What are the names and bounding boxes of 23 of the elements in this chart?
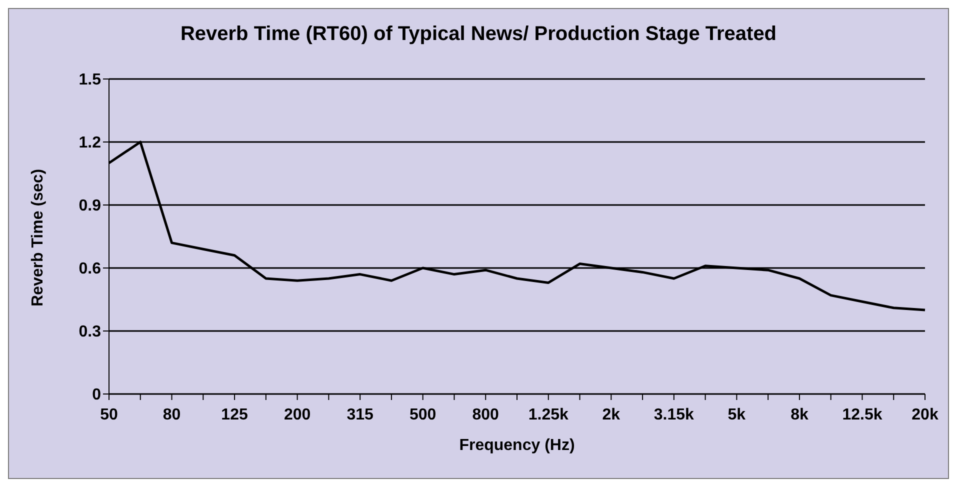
- y-tick-label: 1.5: [78, 72, 102, 89]
- x-tick-label: 8k: [790, 406, 808, 424]
- y-tick-label: 1.2: [78, 134, 102, 152]
- x-tick-label: 3.15k: [654, 406, 694, 424]
- x-tick-label: 12.5k: [842, 406, 882, 424]
- x-tick-label: 20k: [912, 406, 938, 424]
- y-tick-label: 0.3: [78, 324, 102, 341]
- x-tick-label: 315: [346, 406, 374, 424]
- y-tick-label: 0.9: [78, 198, 102, 215]
- y-tick-label: 0: [92, 386, 102, 404]
- x-tick-label: 200: [284, 406, 311, 424]
- y-tick-label: 0.6: [78, 260, 102, 278]
- y-axis-title: Reverb Time (sec): [30, 168, 47, 306]
- x-tick-label: 50: [100, 406, 118, 424]
- x-tick-label: 1.25k: [528, 406, 568, 424]
- x-axis-title: Frequency (Hz): [459, 437, 575, 454]
- x-tick-label: 5k: [728, 406, 746, 424]
- x-tick-label: 500: [409, 406, 436, 424]
- x-tick-label: 800: [472, 406, 500, 424]
- chart-title: Reverb Time (RT60) of Typical News/ Production Stage Treated: [179, 22, 778, 47]
- x-tick-label: 80: [162, 406, 181, 424]
- x-tick-label: 2k: [602, 406, 620, 424]
- x-tick-label: 125: [221, 406, 248, 424]
